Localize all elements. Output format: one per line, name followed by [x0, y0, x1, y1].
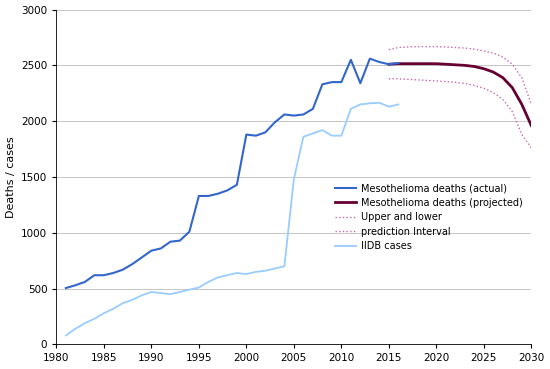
- Legend: Mesothelioma deaths (actual), Mesothelioma deaths (projected), Upper and lower, : Mesothelioma deaths (actual), Mesothelio…: [331, 180, 526, 255]
- Y-axis label: Deaths / cases: Deaths / cases: [6, 136, 15, 218]
